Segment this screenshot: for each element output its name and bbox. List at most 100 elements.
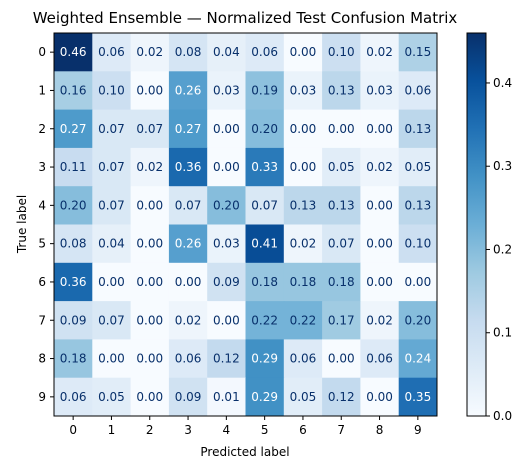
- heatmap-cell: [168, 262, 208, 302]
- cell-value-label: 0.22: [290, 313, 317, 327]
- heatmap-cell: [283, 262, 323, 302]
- x-tick-label: 9: [414, 423, 422, 437]
- cell-value-label: 0.22: [251, 313, 278, 327]
- heatmap-cell: [360, 377, 400, 417]
- heatmap-cell: [168, 339, 208, 379]
- heatmap-cell: [360, 262, 400, 302]
- cell-value-label: 0.02: [175, 313, 202, 327]
- heatmap-cell: [54, 339, 93, 379]
- heatmap-cell: [322, 262, 361, 302]
- heatmap-cell: [54, 109, 93, 149]
- cell-value-label: 0.07: [251, 198, 278, 212]
- heatmap-cell: [360, 109, 400, 149]
- cell-value-label: 0.10: [98, 83, 125, 97]
- heatmap-cell: [92, 147, 132, 187]
- cell-value-label: 0.00: [366, 198, 393, 212]
- heatmap-cell: [360, 33, 400, 72]
- y-tick-label: 3: [38, 160, 46, 174]
- cell-value-label: 0.00: [136, 83, 163, 97]
- cell-value-label: 0.27: [175, 122, 202, 136]
- heatmap-cell: [398, 301, 438, 340]
- cell-value-label: 0.06: [98, 45, 125, 59]
- cell-value-label: 0.00: [136, 390, 163, 404]
- x-tick-label: 2: [146, 423, 154, 437]
- cell-value-label: 0.07: [175, 198, 202, 212]
- y-tick-label: 1: [38, 83, 46, 97]
- cell-value-label: 0.06: [175, 352, 202, 366]
- cell-value-label: 0.06: [366, 352, 393, 366]
- cell-value-label: 0.04: [98, 237, 125, 251]
- cell-value-label: 0.01: [213, 390, 240, 404]
- heatmap-cell: [283, 339, 323, 379]
- heatmap-cell: [92, 109, 132, 149]
- y-tick-label: 5: [38, 237, 46, 251]
- x-tick-label: 1: [108, 423, 116, 437]
- heatmap-cell: [130, 186, 170, 225]
- heatmap-cell: [245, 109, 285, 149]
- heatmap-cell: [130, 109, 170, 149]
- cell-value-label: 0.46: [60, 45, 87, 59]
- cell-value-label: 0.27: [60, 122, 87, 136]
- heatmap-cell: [168, 109, 208, 149]
- colorbar-tick-label: 0.4: [493, 76, 512, 90]
- colorbar: [466, 32, 487, 417]
- heatmap-cell-labels: 0.46 0.06 0.02 0.08 0.04 0.06 0.00 0.10 0.02 0.15…: [60, 45, 431, 404]
- heatmap-cell: [398, 109, 438, 149]
- heatmap-cell: [54, 301, 93, 340]
- heatmap-cell: [54, 186, 93, 225]
- cell-value-label: 0.02: [366, 313, 393, 327]
- cell-value-label: 0.06: [290, 352, 317, 366]
- cell-value-label: 0.06: [60, 390, 87, 404]
- cell-value-label: 0.13: [328, 83, 355, 97]
- cell-value-label: 0.18: [60, 352, 87, 366]
- cell-value-label: 0.26: [175, 237, 202, 251]
- cell-value-label: 0.41: [251, 237, 278, 251]
- heatmap-cell: [360, 224, 400, 264]
- cell-value-label: 0.33: [251, 160, 278, 174]
- heatmap-cell: [92, 262, 132, 302]
- cell-value-label: 0.29: [251, 352, 278, 366]
- x-tick-label: 8: [376, 423, 384, 437]
- heatmap-cell: [245, 339, 285, 379]
- cell-value-label: 0.00: [136, 313, 163, 327]
- cell-value-label: 0.02: [136, 45, 163, 59]
- cell-value-label: 0.00: [98, 352, 125, 366]
- y-tick-label: 8: [38, 352, 46, 366]
- cell-value-label: 0.13: [328, 198, 355, 212]
- cell-value-label: 0.05: [290, 390, 317, 404]
- cell-value-label: 0.07: [136, 122, 163, 136]
- cell-value-label: 0.08: [175, 45, 202, 59]
- cell-value-label: 0.18: [251, 275, 278, 289]
- heatmap-cell: [168, 147, 208, 187]
- cell-value-label: 0.00: [366, 237, 393, 251]
- heatmap-cell: [398, 71, 438, 111]
- cell-value-label: 0.00: [175, 275, 202, 289]
- heatmap-cell: [283, 301, 323, 340]
- heatmap-cell: [54, 377, 93, 417]
- cell-value-label: 0.02: [366, 160, 393, 174]
- x-tick-label: 5: [261, 423, 269, 437]
- heatmap-cell: [283, 186, 323, 225]
- heatmap-cell: [322, 339, 361, 379]
- cell-value-label: 0.18: [328, 275, 355, 289]
- cell-value-label: 0.24: [404, 352, 431, 366]
- heatmap-cell: [283, 109, 323, 149]
- heatmap-cell: [245, 71, 285, 111]
- cell-value-label: 0.08: [60, 237, 87, 251]
- heatmap-cell: [207, 109, 246, 149]
- heatmap-cell: [322, 147, 361, 187]
- cell-value-label: 0.00: [328, 352, 355, 366]
- cell-value-label: 0.00: [213, 122, 240, 136]
- heatmap-cell: [168, 33, 208, 72]
- cell-value-label: 0.36: [175, 160, 202, 174]
- heatmap-cell: [54, 71, 93, 111]
- heatmap-cell: [398, 339, 438, 379]
- cell-value-label: 0.00: [366, 275, 393, 289]
- cell-value-label: 0.16: [60, 83, 87, 97]
- heatmap-cell: [283, 71, 323, 111]
- heatmap-cell: [54, 262, 93, 302]
- heatmap-cell: [360, 186, 400, 225]
- cell-value-label: 0.00: [213, 313, 240, 327]
- x-tick-label: 7: [337, 423, 345, 437]
- cell-value-label: 0.07: [98, 313, 125, 327]
